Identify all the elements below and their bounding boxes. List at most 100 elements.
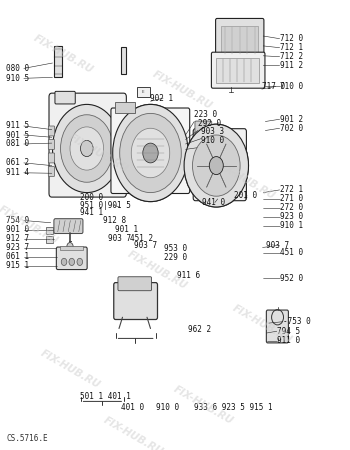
FancyBboxPatch shape	[48, 140, 55, 149]
Text: 201 0: 201 0	[234, 191, 258, 200]
Text: 910 5: 910 5	[6, 74, 29, 83]
Text: 712 1: 712 1	[280, 43, 303, 52]
Circle shape	[70, 127, 104, 170]
Circle shape	[184, 124, 248, 207]
Circle shape	[131, 128, 170, 178]
Text: 754 0: 754 0	[6, 216, 29, 225]
Text: 902 1: 902 1	[150, 94, 174, 103]
Text: 933 6 923 5 915 1: 933 6 923 5 915 1	[194, 403, 272, 412]
Text: 080 0: 080 0	[6, 64, 29, 73]
FancyBboxPatch shape	[49, 93, 126, 197]
Text: 962 2: 962 2	[188, 325, 211, 334]
FancyBboxPatch shape	[118, 277, 152, 291]
Circle shape	[77, 258, 83, 265]
Text: 911 5: 911 5	[6, 122, 29, 130]
FancyBboxPatch shape	[56, 247, 87, 270]
Text: 941 1: 941 1	[80, 208, 103, 217]
FancyBboxPatch shape	[114, 283, 158, 320]
FancyBboxPatch shape	[220, 26, 258, 55]
Text: 061 1: 061 1	[6, 252, 29, 261]
Text: FIX-HUB.RU: FIX-HUB.RU	[32, 33, 94, 75]
FancyBboxPatch shape	[60, 246, 83, 250]
Circle shape	[143, 143, 158, 163]
Text: 901 2: 901 2	[280, 115, 303, 124]
Text: 401 0: 401 0	[121, 403, 144, 412]
Text: 081 0: 081 0	[6, 140, 29, 148]
FancyBboxPatch shape	[266, 310, 288, 343]
Text: 702 0: 702 0	[280, 124, 303, 133]
FancyBboxPatch shape	[136, 87, 150, 97]
Circle shape	[52, 104, 121, 193]
Text: 794 5: 794 5	[277, 327, 300, 336]
FancyBboxPatch shape	[54, 219, 83, 234]
Text: 712 2: 712 2	[280, 52, 303, 61]
FancyBboxPatch shape	[211, 52, 265, 88]
Text: 923 0: 923 0	[280, 212, 303, 221]
Circle shape	[193, 135, 240, 196]
Text: 952 0: 952 0	[280, 274, 303, 283]
Text: 901 5: 901 5	[6, 130, 29, 140]
FancyBboxPatch shape	[193, 129, 246, 201]
Text: 911 6: 911 6	[177, 271, 200, 280]
FancyBboxPatch shape	[216, 18, 264, 60]
Text: 903 7: 903 7	[266, 241, 289, 250]
Text: 903 7: 903 7	[134, 241, 157, 250]
Text: FIX-HUB.RU: FIX-HUB.RU	[0, 204, 60, 246]
FancyBboxPatch shape	[46, 236, 53, 243]
Text: 200 0: 200 0	[80, 194, 103, 202]
Circle shape	[209, 157, 223, 175]
Text: 911 4: 911 4	[6, 168, 29, 177]
Text: 710 0: 710 0	[280, 82, 303, 91]
Text: CS.5716.E: CS.5716.E	[6, 434, 48, 443]
Text: 941 0: 941 0	[202, 198, 225, 207]
Text: 451 2: 451 2	[130, 234, 153, 243]
FancyBboxPatch shape	[54, 46, 62, 76]
Circle shape	[193, 135, 240, 196]
Text: 911 2: 911 2	[280, 61, 303, 70]
Circle shape	[113, 104, 188, 202]
FancyBboxPatch shape	[121, 47, 126, 74]
Text: 229 0: 229 0	[164, 253, 188, 262]
Text: 712 0: 712 0	[280, 34, 303, 43]
Text: FIX-HUB.RU: FIX-HUB.RU	[38, 348, 102, 390]
Circle shape	[184, 124, 248, 207]
Text: 272 1: 272 1	[280, 185, 303, 194]
Text: 910 0: 910 0	[201, 136, 224, 145]
Text: 910 1: 910 1	[280, 221, 303, 230]
Text: FIX-HUB.RU: FIX-HUB.RU	[66, 132, 130, 174]
Text: 911 0: 911 0	[277, 336, 300, 345]
Circle shape	[131, 128, 170, 178]
Text: FIX-HUB.RU: FIX-HUB.RU	[126, 249, 189, 291]
FancyBboxPatch shape	[48, 166, 55, 176]
Text: 912 8: 912 8	[103, 216, 126, 225]
Circle shape	[113, 104, 188, 202]
Text: 501 1 401 1: 501 1 401 1	[80, 392, 131, 401]
FancyBboxPatch shape	[115, 102, 135, 113]
Text: 061 2: 061 2	[6, 158, 29, 167]
Text: 272 0: 272 0	[280, 203, 303, 212]
Circle shape	[209, 157, 223, 175]
Text: 292 0: 292 0	[198, 119, 221, 128]
Circle shape	[80, 140, 93, 157]
Text: FIX-HUB.RU: FIX-HUB.RU	[150, 69, 214, 111]
Text: -753 0: -753 0	[283, 317, 310, 326]
Text: 953 0: 953 0	[164, 244, 188, 253]
Text: 903 7: 903 7	[108, 234, 131, 243]
FancyBboxPatch shape	[48, 126, 55, 136]
Text: 271 0: 271 0	[280, 194, 303, 203]
Text: FIX-HUB.RU: FIX-HUB.RU	[102, 415, 164, 450]
Text: 223 0: 223 0	[194, 110, 217, 119]
FancyBboxPatch shape	[111, 108, 190, 194]
FancyBboxPatch shape	[48, 153, 55, 163]
Text: 451 0: 451 0	[280, 248, 303, 257]
Text: FIX-HUB.RU: FIX-HUB.RU	[231, 303, 294, 345]
FancyBboxPatch shape	[46, 227, 53, 234]
Text: 923 7: 923 7	[6, 243, 29, 252]
Circle shape	[120, 113, 181, 193]
Text: 912 7: 912 7	[6, 234, 29, 243]
FancyBboxPatch shape	[195, 121, 212, 136]
Circle shape	[61, 258, 67, 265]
Text: E: E	[142, 90, 145, 94]
Circle shape	[67, 243, 73, 251]
Text: 717 0: 717 0	[262, 82, 286, 91]
